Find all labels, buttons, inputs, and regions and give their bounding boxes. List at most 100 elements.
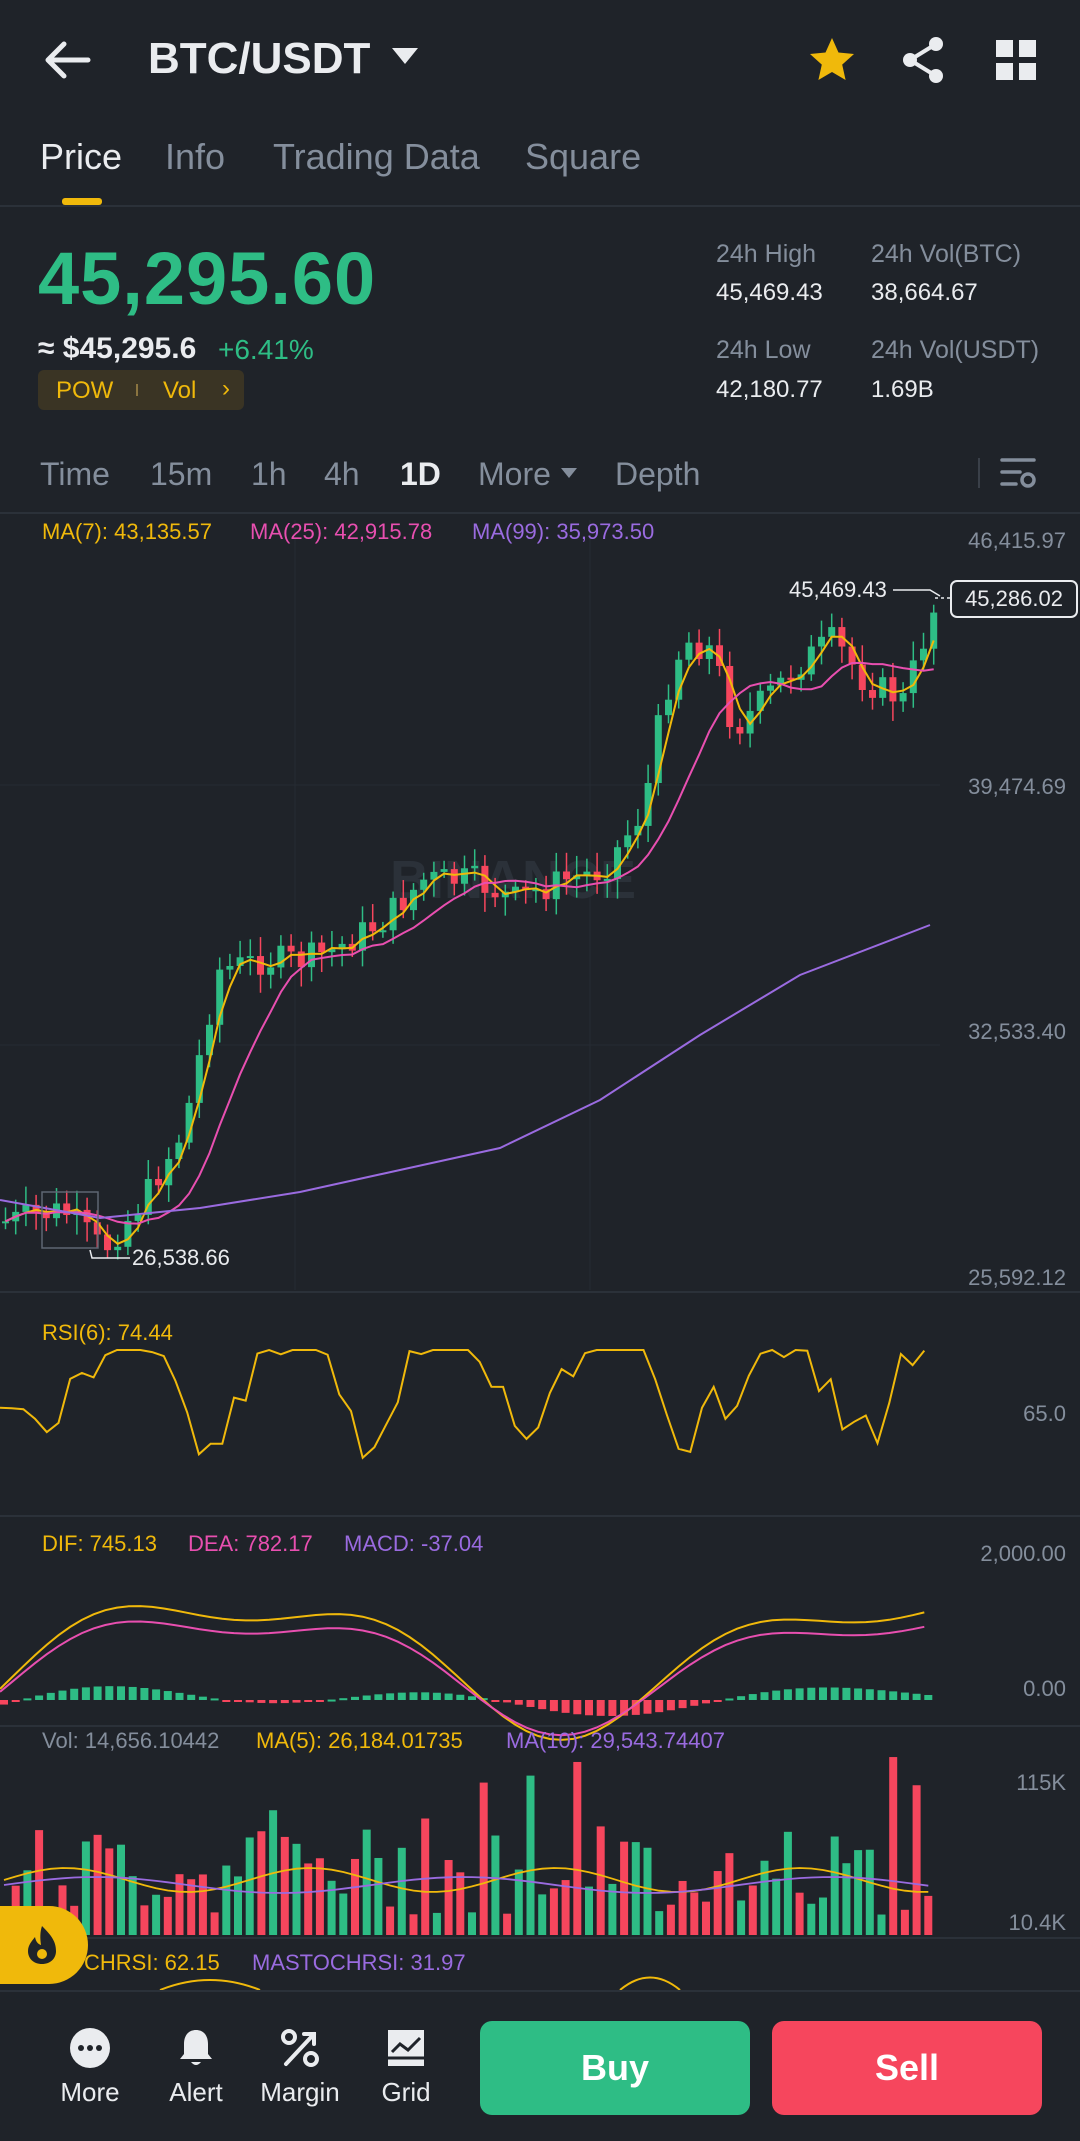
vol-ma5-line bbox=[3, 1867, 929, 1893]
macd-bar bbox=[912, 1693, 921, 1700]
back-arrow-icon[interactable] bbox=[40, 30, 100, 90]
vol-axis-label: 115K bbox=[1016, 1770, 1066, 1795]
ma-lines bbox=[0, 635, 935, 1245]
candle-body bbox=[338, 943, 346, 950]
tag-chip[interactable] bbox=[38, 370, 244, 410]
candle-body bbox=[195, 1055, 203, 1103]
macd-bar bbox=[807, 1687, 816, 1700]
macd-bar bbox=[725, 1698, 734, 1701]
nav-margin[interactable]: Margin bbox=[250, 2026, 350, 2108]
volume-bar bbox=[117, 1844, 125, 1935]
macd-bar bbox=[70, 1688, 79, 1700]
current-price-tag[interactable]: 45,286.02 bbox=[950, 580, 1078, 618]
candle-body bbox=[767, 685, 774, 691]
interval-more[interactable]: More bbox=[478, 456, 551, 492]
macd-bar bbox=[339, 1698, 348, 1701]
candle-body bbox=[685, 642, 693, 660]
nav-more[interactable]: More bbox=[40, 2026, 140, 2108]
interval-1d[interactable]: 1D bbox=[400, 456, 441, 492]
kline-chart[interactable]: BINANCE 26,538.66 45,469.43 bbox=[0, 514, 1080, 1990]
macd-bar bbox=[819, 1687, 827, 1700]
star-icon[interactable] bbox=[806, 34, 858, 86]
chart-settings-icon[interactable] bbox=[998, 452, 1038, 492]
rsi-line bbox=[0, 1348, 926, 1460]
interval-15m[interactable]: 15m bbox=[150, 456, 213, 492]
candle-body bbox=[665, 699, 672, 716]
macd-panel bbox=[0, 1605, 933, 1741]
candle-body bbox=[471, 865, 479, 869]
macd-bar bbox=[432, 1692, 441, 1700]
volume-bar bbox=[468, 1912, 476, 1935]
macd-bar bbox=[11, 1700, 20, 1702]
volume-bar bbox=[292, 1843, 301, 1935]
grid-menu-icon[interactable] bbox=[990, 34, 1042, 86]
caret-down-icon[interactable] bbox=[392, 48, 418, 64]
interval-1h[interactable]: 1h bbox=[251, 456, 287, 492]
candle-body bbox=[491, 892, 499, 898]
macd-bar bbox=[842, 1687, 851, 1700]
volume-bar bbox=[924, 1895, 933, 1935]
volume-bar bbox=[23, 1870, 32, 1935]
price-axis-label: 46,415.97 bbox=[968, 528, 1066, 553]
candle-body bbox=[807, 646, 815, 675]
volume-bar bbox=[830, 1836, 839, 1935]
volume-bar bbox=[140, 1905, 149, 1935]
macd-bar bbox=[889, 1691, 898, 1700]
macd-bar bbox=[655, 1700, 664, 1713]
candle-body bbox=[206, 1024, 213, 1056]
interval-time[interactable]: Time bbox=[40, 456, 110, 492]
macd-bar bbox=[690, 1700, 699, 1706]
dif-legend: DIF: 745.13 bbox=[42, 1531, 157, 1556]
tab-info[interactable]: Info bbox=[165, 136, 226, 177]
candle-body bbox=[226, 965, 234, 970]
macd-bar bbox=[140, 1687, 149, 1700]
candle-body bbox=[2, 1221, 9, 1224]
vol-ma5-legend: MA(5): 26,184.01735 bbox=[256, 1728, 463, 1753]
interval-4h[interactable]: 4h bbox=[324, 456, 360, 492]
price-axis-label: 25,592.12 bbox=[968, 1265, 1066, 1290]
sell-button[interactable]: Sell bbox=[772, 2021, 1042, 2115]
volume-bar bbox=[819, 1897, 827, 1935]
macd-bar bbox=[643, 1700, 652, 1714]
share-icon[interactable] bbox=[898, 34, 950, 86]
volume-bar bbox=[245, 1837, 254, 1935]
vol-usdt-value: 1.69B bbox=[871, 376, 934, 403]
interval-depth[interactable]: Depth bbox=[615, 456, 701, 492]
macd-bar bbox=[713, 1700, 722, 1702]
pair-title[interactable]: BTC/USDT bbox=[148, 34, 371, 83]
ma7-legend: MA(7): 43,135.57 bbox=[42, 519, 212, 544]
hot-feature-button[interactable] bbox=[0, 1906, 88, 1984]
macd-bar bbox=[620, 1700, 629, 1716]
volume-bar bbox=[222, 1865, 231, 1935]
vol-usdt-label: 24h Vol(USDT) bbox=[871, 336, 1040, 364]
volume-bar bbox=[783, 1831, 792, 1935]
candle-body bbox=[22, 1204, 30, 1212]
buy-button[interactable]: Buy bbox=[480, 2021, 750, 2115]
nav-grid[interactable]: Grid bbox=[356, 2026, 456, 2108]
macd-bar bbox=[503, 1700, 512, 1703]
macd-bar bbox=[468, 1696, 476, 1700]
volume-bar bbox=[877, 1914, 886, 1935]
tab-price[interactable]: Price bbox=[40, 136, 123, 177]
last-price: 45,295.60 bbox=[38, 237, 377, 320]
candle-body bbox=[634, 825, 642, 836]
vol-ma10-legend: MA(10): 29,543.74407 bbox=[506, 1728, 725, 1753]
nav-alert[interactable]: Alert bbox=[146, 2026, 246, 2108]
change-percent: +6.41% bbox=[218, 334, 314, 365]
vol-axis-label: 10.4K bbox=[1008, 1910, 1067, 1935]
macd-bar bbox=[81, 1687, 90, 1700]
vol-btc-label: 24h Vol(BTC) bbox=[871, 240, 1022, 268]
tab-trading-data[interactable]: Trading Data bbox=[273, 136, 480, 177]
macd-bar bbox=[245, 1700, 254, 1703]
rsi-legend: RSI(6): 74.44 bbox=[42, 1320, 173, 1345]
volume-bar bbox=[889, 1757, 898, 1935]
macd-bar bbox=[585, 1700, 593, 1716]
volume-bar bbox=[374, 1857, 383, 1935]
tag-pow: POW bbox=[56, 377, 114, 404]
ma25-legend: MA(25): 42,915.78 bbox=[250, 519, 433, 544]
stochrsi-line bbox=[159, 1976, 681, 1990]
tab-square[interactable]: Square bbox=[525, 136, 642, 177]
volume-bar bbox=[491, 1835, 500, 1935]
caret-down-icon bbox=[561, 468, 577, 478]
volume-bar bbox=[538, 1894, 547, 1935]
